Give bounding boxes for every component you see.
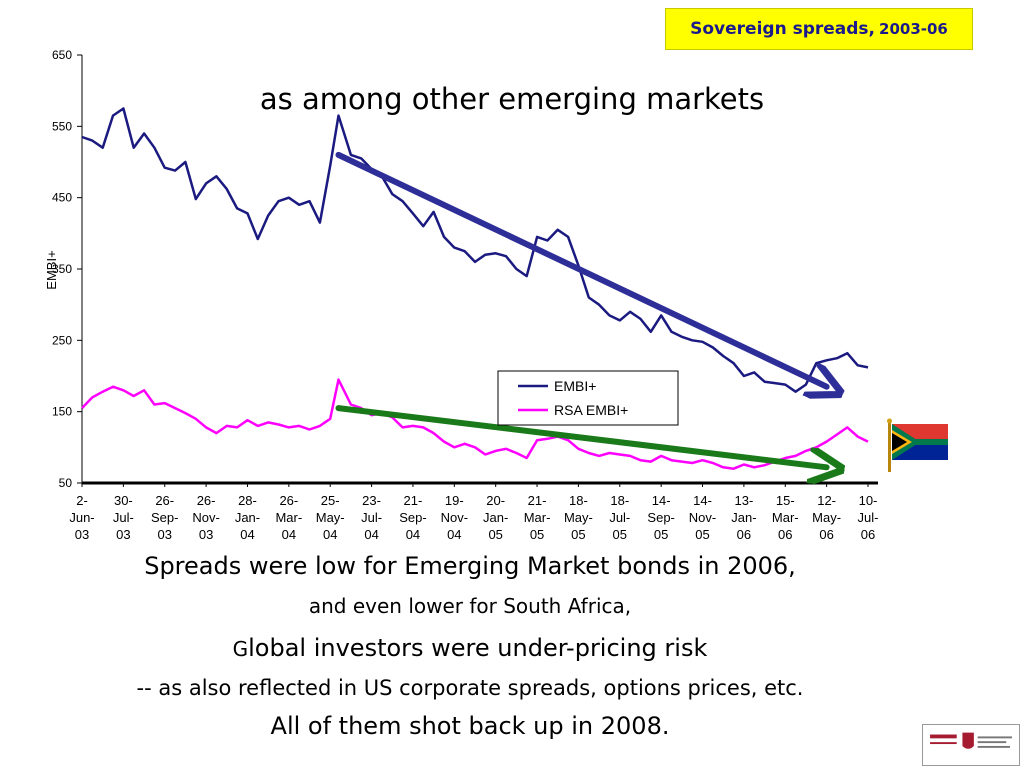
y-tick-label: 650 — [52, 48, 72, 62]
body-line-4: -- as also reflected in US corporate spr… — [136, 676, 804, 700]
x-tick-label: 21-Mar-05 — [524, 493, 551, 542]
body-line-3-initial: G — [232, 637, 249, 661]
x-tick-label: 14-Nov-05 — [689, 493, 716, 542]
x-tick-label: 28-Jan-04 — [235, 493, 260, 542]
x-tick-label: 26-Mar-04 — [275, 493, 302, 542]
x-tick-label: 23-Jul-04 — [361, 493, 382, 542]
embi-series-line — [81, 107, 869, 393]
legend-entry-label: RSA EMBI+ — [554, 402, 628, 418]
x-tick-label: 18-Jul-05 — [609, 493, 630, 542]
embi-trend-arrow — [335, 151, 826, 387]
x-tick-label: 12-May-06 — [812, 493, 841, 542]
x-tick-label: 25-May-04 — [316, 493, 345, 542]
rsa-trend-arrow — [335, 405, 826, 467]
x-tick-label: 10-Jul-06 — [858, 493, 879, 542]
x-tick-label: 21-Sep-04 — [399, 493, 426, 542]
x-tick-label: 19-Nov-04 — [441, 493, 468, 542]
body-line-5: All of them shot back up in 2008. — [270, 712, 670, 740]
y-tick-label: 550 — [52, 119, 72, 133]
x-tick-label: 2-Jun-03 — [69, 493, 94, 542]
chart-subtitle: as among other emerging markets — [259, 82, 765, 116]
x-tick-label: 20-Jan-05 — [483, 493, 508, 542]
x-tick-label: 26-Sep-03 — [151, 493, 178, 542]
slide-title-years: 2003-06 — [879, 20, 948, 38]
south-africa-flag-icon — [887, 418, 948, 472]
body-line-3-rest: lobal investors were under-pricing risk — [248, 634, 708, 662]
y-tick-label: 450 — [52, 191, 72, 205]
x-tick-label: 14-Sep-05 — [647, 493, 674, 542]
x-tick-label: 18-May-05 — [564, 493, 593, 542]
y-tick-label: 250 — [52, 333, 72, 347]
x-tick-label: 15-Mar-06 — [772, 493, 799, 542]
legend-entry-label: EMBI+ — [554, 378, 596, 394]
y-tick-label: 350 — [52, 262, 72, 276]
harvard-kennedy-school-logo — [922, 724, 1020, 766]
y-tick-label: 50 — [59, 476, 73, 490]
rsa-embi-series-line — [81, 378, 869, 470]
y-tick-label: 150 — [52, 405, 72, 419]
y-axis-label: EMBI+ — [44, 250, 59, 289]
slide-title: Sovereign spreads, — [690, 19, 876, 39]
x-tick-label: 26-Nov-03 — [192, 493, 219, 542]
legend-box — [497, 370, 679, 426]
slide-title-box: Sovereign spreads, 2003-06 — [665, 8, 973, 50]
body-line-1: Spreads were low for Emerging Market bon… — [144, 552, 796, 580]
body-line-3: Global investors were under-pricing risk — [0, 634, 940, 662]
x-tick-label: 13-Jan-06 — [731, 493, 756, 542]
body-line-2: and even lower for South Africa, — [308, 594, 632, 618]
x-tick-label: 30-Jul-03 — [113, 493, 134, 542]
